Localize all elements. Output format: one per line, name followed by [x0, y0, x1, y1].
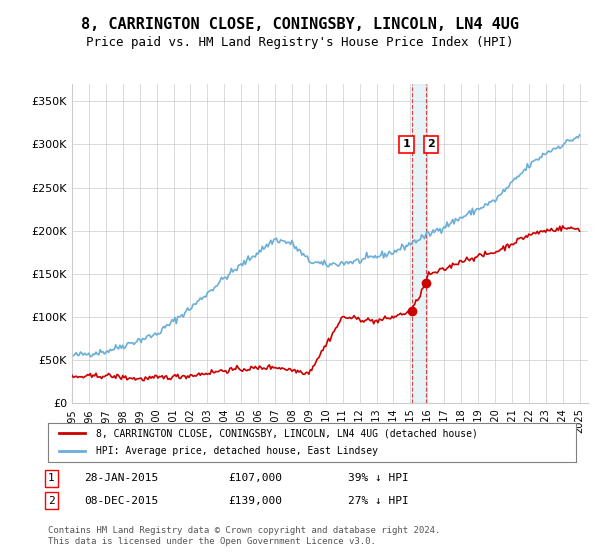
- Text: 27% ↓ HPI: 27% ↓ HPI: [348, 496, 409, 506]
- Text: HPI: Average price, detached house, East Lindsey: HPI: Average price, detached house, East…: [95, 446, 377, 456]
- Bar: [412, 84, 426, 403]
- Text: Price paid vs. HM Land Registry's House Price Index (HPI): Price paid vs. HM Land Registry's House …: [86, 36, 514, 49]
- Text: £107,000: £107,000: [228, 473, 282, 483]
- Text: Contains HM Land Registry data © Crown copyright and database right 2024.
This d: Contains HM Land Registry data © Crown c…: [48, 526, 440, 546]
- Text: 8, CARRINGTON CLOSE, CONINGSBY, LINCOLN, LN4 4UG (detached house): 8, CARRINGTON CLOSE, CONINGSBY, LINCOLN,…: [95, 428, 478, 438]
- Text: 39% ↓ HPI: 39% ↓ HPI: [348, 473, 409, 483]
- Text: 2: 2: [48, 496, 55, 506]
- Text: 2: 2: [427, 139, 435, 150]
- Text: £139,000: £139,000: [228, 496, 282, 506]
- Text: 08-DEC-2015: 08-DEC-2015: [84, 496, 158, 506]
- Text: 8, CARRINGTON CLOSE, CONINGSBY, LINCOLN, LN4 4UG: 8, CARRINGTON CLOSE, CONINGSBY, LINCOLN,…: [81, 17, 519, 32]
- Text: 28-JAN-2015: 28-JAN-2015: [84, 473, 158, 483]
- Text: 1: 1: [403, 139, 410, 150]
- Text: 1: 1: [48, 473, 55, 483]
